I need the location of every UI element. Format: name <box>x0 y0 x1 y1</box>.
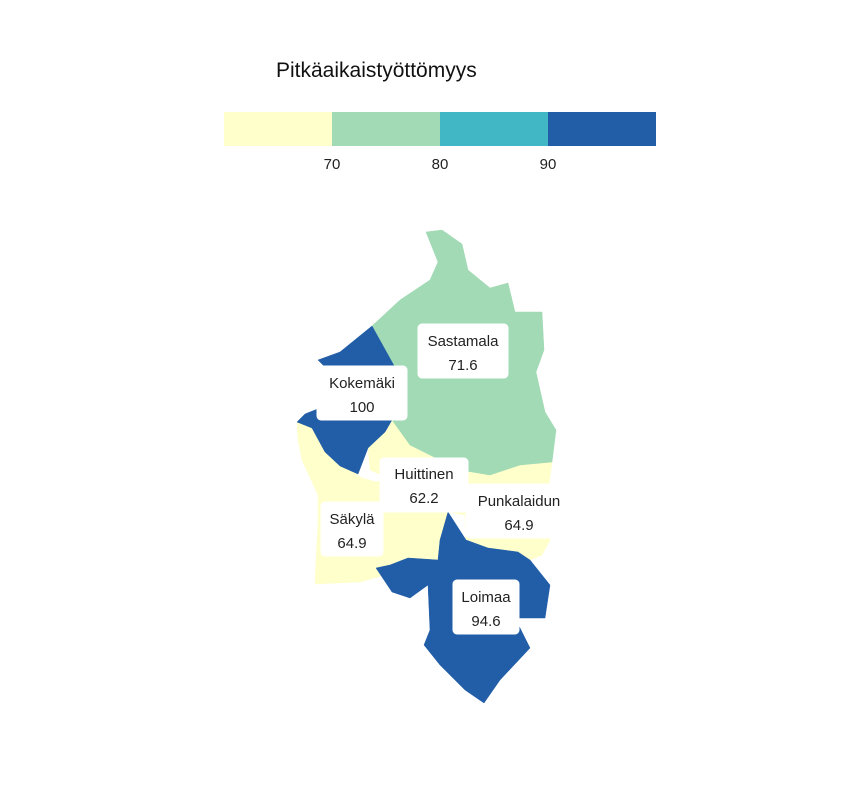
legend-swatch-3 <box>548 112 656 146</box>
region-name: Huittinen <box>394 466 453 483</box>
label-sakyla: Säkylä 64.9 <box>320 501 384 557</box>
legend-tick-90: 90 <box>540 156 557 173</box>
region-name: Säkylä <box>329 511 375 528</box>
legend-tick-70: 70 <box>324 156 341 173</box>
region-name: Sastamala <box>428 333 500 350</box>
legend-swatch-1 <box>332 112 440 146</box>
legend-swatch-2 <box>440 112 548 146</box>
region-name: Punkalaidun <box>478 493 561 510</box>
legend-tick-80: 80 <box>432 156 449 173</box>
label-loimaa: Loimaa 94.6 <box>452 579 520 635</box>
label-punkalaidun: Punkalaidun 64.9 <box>465 483 573 539</box>
label-box <box>316 365 408 421</box>
label-box <box>465 483 573 539</box>
legend-title: Pitkäaikaistyöttömyys <box>276 59 477 82</box>
label-box <box>320 501 384 557</box>
region-name: Loimaa <box>461 589 511 606</box>
label-box <box>452 579 520 635</box>
region-value: 64.9 <box>337 535 366 552</box>
legend-swatch-0 <box>224 112 332 146</box>
region-value: 64.9 <box>504 517 533 534</box>
region-name: Kokemäki <box>329 375 395 392</box>
legend: Pitkäaikaistyöttömyys 70 80 90 <box>224 59 656 173</box>
region-value: 100 <box>349 399 374 416</box>
label-sastamala: Sastamala 71.6 <box>417 323 509 379</box>
region-labels: Sastamala 71.6 Kokemäki 100 Huittinen 62… <box>316 323 573 635</box>
region-value: 71.6 <box>448 357 477 374</box>
label-box <box>417 323 509 379</box>
region-value: 94.6 <box>471 613 500 630</box>
label-kokemaki: Kokemäki 100 <box>316 365 408 421</box>
region-value: 62.2 <box>409 490 438 507</box>
label-huittinen: Huittinen 62.2 <box>379 457 469 513</box>
